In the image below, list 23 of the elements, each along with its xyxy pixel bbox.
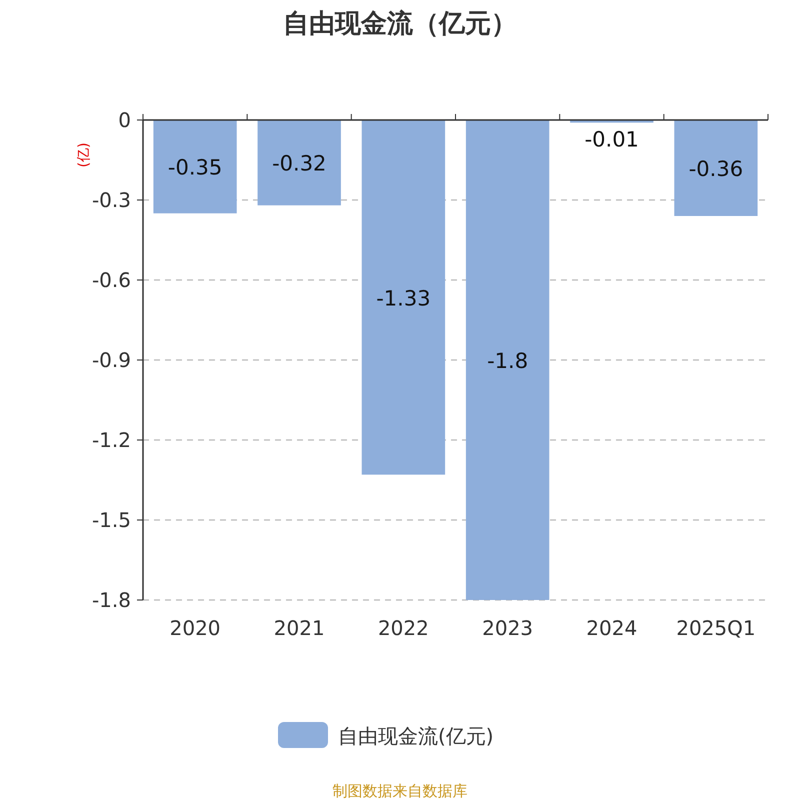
data-label: -0.01 (584, 128, 639, 152)
x-tick-label: 2023 (482, 616, 534, 640)
y-tick-label: -1.5 (92, 508, 131, 532)
x-tick-label: 2021 (274, 616, 325, 640)
x-tick-label: 2024 (586, 616, 638, 640)
y-tick-label: -0.3 (92, 188, 131, 212)
data-label: -0.32 (272, 152, 326, 176)
data-label: -1.8 (487, 349, 528, 373)
x-tick-label: 2025Q1 (676, 616, 756, 640)
y-tick-label: -0.6 (92, 268, 131, 292)
data-label: -0.36 (688, 157, 744, 181)
y-tick-label: 0 (118, 108, 131, 132)
y-tick-label: -1.2 (92, 428, 131, 452)
legend-label: 自由现金流(亿元) (338, 724, 494, 748)
data-label: -0.35 (168, 156, 222, 180)
text: 制图数据来自数据库 (332, 782, 468, 800)
y-tick-label: -0.9 (92, 348, 131, 372)
chart-title: 自由现金流（亿元） (283, 9, 517, 39)
data-label: -1.33 (376, 286, 431, 310)
x-tick-label: 2020 (170, 616, 221, 640)
x-tick-label: 2022 (378, 616, 429, 640)
y-axis-title: (亿) (76, 142, 92, 168)
y-tick-label: -1.8 (92, 588, 131, 612)
